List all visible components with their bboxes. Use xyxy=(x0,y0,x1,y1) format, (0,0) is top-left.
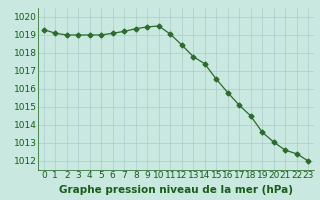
X-axis label: Graphe pression niveau de la mer (hPa): Graphe pression niveau de la mer (hPa) xyxy=(59,185,293,195)
